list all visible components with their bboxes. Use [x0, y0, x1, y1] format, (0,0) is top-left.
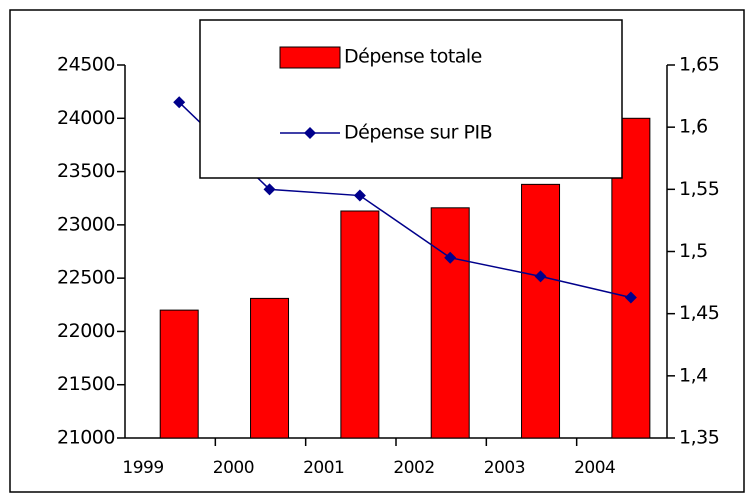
bar	[250, 297, 290, 439]
x-tick-label: 2001	[303, 458, 344, 478]
y-tick-label: 22000	[57, 320, 115, 342]
line-marker	[624, 291, 637, 304]
line-marker	[173, 96, 186, 109]
y-tick-label: 23000	[57, 213, 115, 235]
x-tick-label: 2000	[213, 458, 254, 478]
bar	[430, 207, 470, 439]
line-marker	[534, 270, 547, 283]
y2-tick-label: 1,65	[679, 54, 719, 76]
bar	[521, 183, 561, 439]
y-tick-label: 23500	[57, 160, 115, 182]
line-marker	[444, 251, 457, 264]
legend-marker	[304, 127, 316, 139]
legend-label: Dépense sur PIB	[344, 122, 492, 144]
y-tick-label: 24000	[57, 107, 115, 129]
y-tick-label: 24500	[57, 54, 115, 76]
y2-tick-label: 1,35	[679, 427, 719, 449]
bar	[159, 309, 199, 439]
y-tick-label: 21000	[57, 427, 115, 449]
y2-tick-label: 1,55	[679, 178, 719, 200]
line-marker	[353, 189, 366, 202]
y2-tick-label: 1,6	[679, 116, 708, 138]
x-tick-label: 2002	[393, 458, 434, 478]
y2-tick-label: 1,45	[679, 302, 719, 324]
y-tick-label: 22500	[57, 267, 115, 289]
legend-box	[199, 19, 623, 179]
y-tick-label: 21500	[57, 373, 115, 395]
x-tick-label: 2004	[574, 458, 615, 478]
bar	[340, 210, 380, 439]
legend-label: Dépense totale	[344, 46, 482, 68]
x-tick-label: 2003	[484, 458, 525, 478]
y2-tick-label: 1,5	[679, 240, 708, 262]
legend-swatch	[279, 46, 341, 69]
line-marker	[263, 183, 276, 196]
x-tick-label: 1999	[122, 458, 163, 478]
y2-tick-label: 1,4	[679, 364, 708, 386]
